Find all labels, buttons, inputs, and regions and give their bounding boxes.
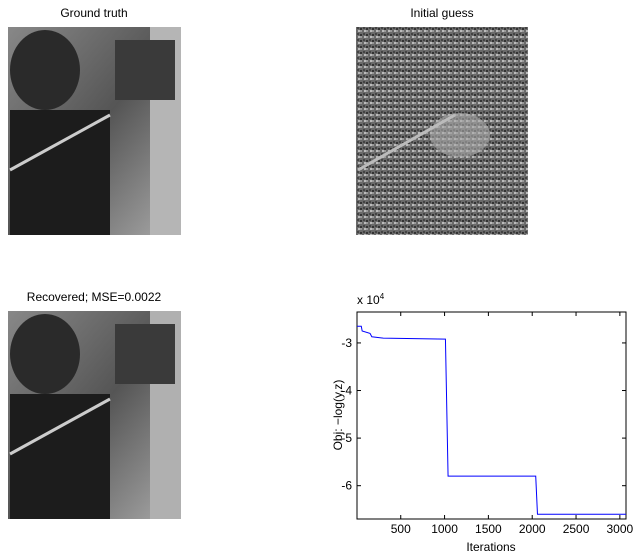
- x-tick-label: 1000: [431, 522, 458, 536]
- x-tick-label: 2500: [563, 522, 590, 536]
- multiplier-power: 4: [380, 292, 385, 301]
- x-tick-label: 2000: [519, 522, 546, 536]
- y-tick-label: -5: [341, 431, 352, 445]
- image-ground-truth: [8, 27, 181, 235]
- y-tick-label: -6: [341, 479, 352, 493]
- y-tick-label: -3: [341, 336, 352, 350]
- series-line: [357, 325, 626, 515]
- plot-frame: [356, 311, 627, 520]
- panel-title: Recovered; MSE=0.0022: [27, 290, 162, 304]
- panel-title: Ground truth: [60, 6, 127, 20]
- y-axis-label: Obj: −log(y,z): [331, 380, 345, 451]
- panel-title: Initial guess: [410, 6, 473, 20]
- y-tick-label: -4: [341, 384, 352, 398]
- image-recovered: [8, 311, 181, 519]
- x-tick-label: 3000: [607, 522, 633, 536]
- x-tick-label: 500: [391, 522, 411, 536]
- image-initial-guess: [356, 27, 528, 235]
- multiplier-base: x 10: [357, 293, 380, 307]
- x-axis-label: Iterations: [466, 540, 515, 553]
- x-tick-label: 1500: [475, 522, 502, 536]
- y-multiplier: x 104: [357, 292, 385, 307]
